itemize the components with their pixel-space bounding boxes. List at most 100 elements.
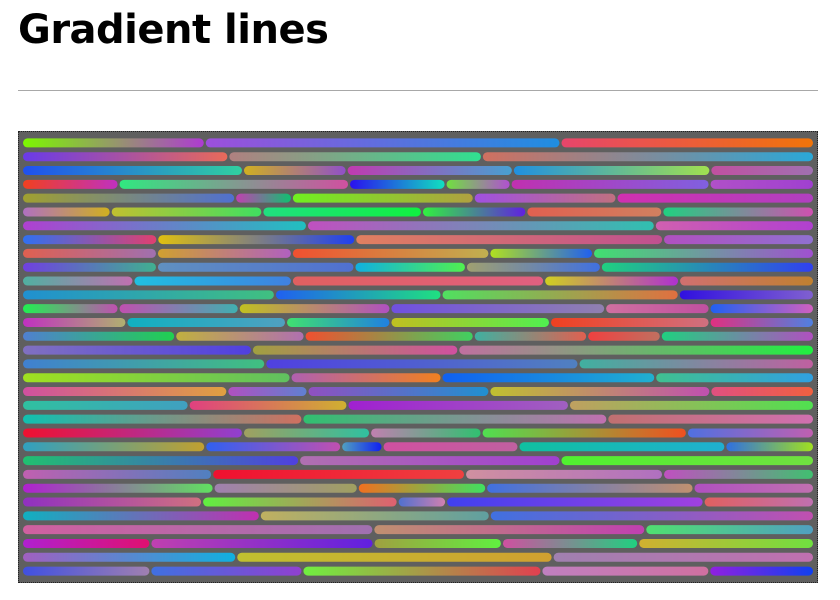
gradient-line: [490, 248, 593, 258]
gradient-line: [545, 276, 679, 286]
gradient-line: [157, 262, 354, 272]
gradient-line: [358, 483, 486, 493]
gradient-line: [23, 538, 150, 548]
gradient-line: [292, 193, 473, 203]
gradient-line: [119, 304, 238, 314]
gradient-line: [23, 262, 156, 272]
gradient-line: [23, 497, 202, 507]
gradient-lines-canvas: [18, 131, 818, 583]
gradient-lines-drawing: [19, 132, 817, 582]
gradient-line: [398, 497, 446, 507]
gradient-line: [308, 387, 489, 397]
gradient-line: [474, 193, 616, 203]
gradient-line: [23, 345, 251, 355]
gradient-line: [617, 193, 813, 203]
gradient-line: [151, 566, 302, 576]
gradient-line: [374, 525, 645, 535]
gradient-line: [561, 138, 813, 148]
gradient-line: [292, 276, 544, 286]
gradient-line: [710, 179, 813, 189]
gradient-line: [474, 331, 587, 341]
page-title: Gradient lines: [18, 7, 329, 53]
gradient-line: [680, 276, 813, 286]
gradient-line: [23, 552, 236, 562]
gradient-line: [23, 511, 259, 521]
gradient-line: [482, 152, 813, 162]
gradient-line: [710, 317, 813, 327]
gradient-line: [553, 552, 813, 562]
gradient-line: [205, 138, 560, 148]
title-divider: [18, 90, 818, 91]
gradient-line: [263, 207, 421, 217]
gradient-line: [561, 456, 813, 466]
gradient-line: [229, 152, 481, 162]
gradient-line: [275, 290, 441, 300]
gradient-line: [374, 538, 501, 548]
gradient-line: [23, 276, 133, 286]
gradient-line: [350, 179, 445, 189]
gradient-line: [228, 387, 307, 397]
gradient-line: [23, 152, 228, 162]
gradient-line: [726, 442, 813, 452]
gradient-line: [127, 317, 285, 327]
gradient-line: [347, 166, 512, 176]
gradient-line: [292, 248, 489, 258]
gradient-line: [356, 235, 663, 245]
gradient-line: [23, 193, 235, 203]
gradient-line: [466, 262, 600, 272]
gradient-line: [243, 166, 346, 176]
gradient-line: [527, 207, 662, 217]
gradient-line: [391, 317, 549, 327]
gradient-line: [203, 497, 397, 507]
gradient-line: [23, 331, 175, 341]
gradient-line: [511, 179, 709, 189]
gradient-line: [606, 304, 709, 314]
gradient-line: [176, 331, 304, 341]
gradient-line: [646, 525, 813, 535]
gradient-line: [661, 331, 813, 341]
gradient-line: [23, 400, 188, 410]
gradient-line: [23, 387, 227, 397]
gradient-line: [23, 235, 157, 245]
gradient-line: [23, 566, 150, 576]
gradient-line: [23, 138, 204, 148]
gradient-line: [704, 497, 813, 507]
gradient-line: [23, 248, 156, 258]
gradient-line: [355, 262, 465, 272]
gradient-line: [588, 331, 660, 341]
gradient-line: [542, 566, 709, 576]
gradient-line: [23, 166, 242, 176]
gradient-line: [694, 483, 813, 493]
gradient-line: [300, 456, 560, 466]
gradient-line: [447, 497, 703, 507]
gradient-line: [687, 428, 813, 438]
gradient-line: [391, 304, 605, 314]
gradient-line: [303, 414, 607, 424]
gradient-line: [490, 511, 813, 521]
gradient-line: [23, 179, 118, 189]
gradient-line: [236, 193, 291, 203]
gradient-line: [608, 414, 813, 424]
gradient-line: [111, 207, 262, 217]
gradient-line: [23, 442, 205, 452]
gradient-line: [214, 483, 357, 493]
gradient-line: [23, 207, 110, 217]
gradient-line: [23, 221, 306, 231]
gradient-line: [519, 442, 725, 452]
gradient-line: [601, 262, 813, 272]
gradient-line: [442, 373, 655, 383]
gradient-line: [23, 373, 290, 383]
gradient-line: [383, 442, 518, 452]
gradient-line: [23, 469, 212, 479]
gradient-line: [710, 566, 813, 576]
gradient-line: [291, 373, 441, 383]
gradient-line: [189, 400, 347, 410]
gradient-line: [711, 387, 813, 397]
gradient-line: [711, 166, 813, 176]
gradient-line: [213, 469, 465, 479]
gradient-line: [23, 428, 242, 438]
gradient-line: [348, 400, 568, 410]
gradient-line: [23, 317, 126, 327]
gradient-line: [266, 359, 578, 369]
gradient-line: [422, 207, 526, 217]
